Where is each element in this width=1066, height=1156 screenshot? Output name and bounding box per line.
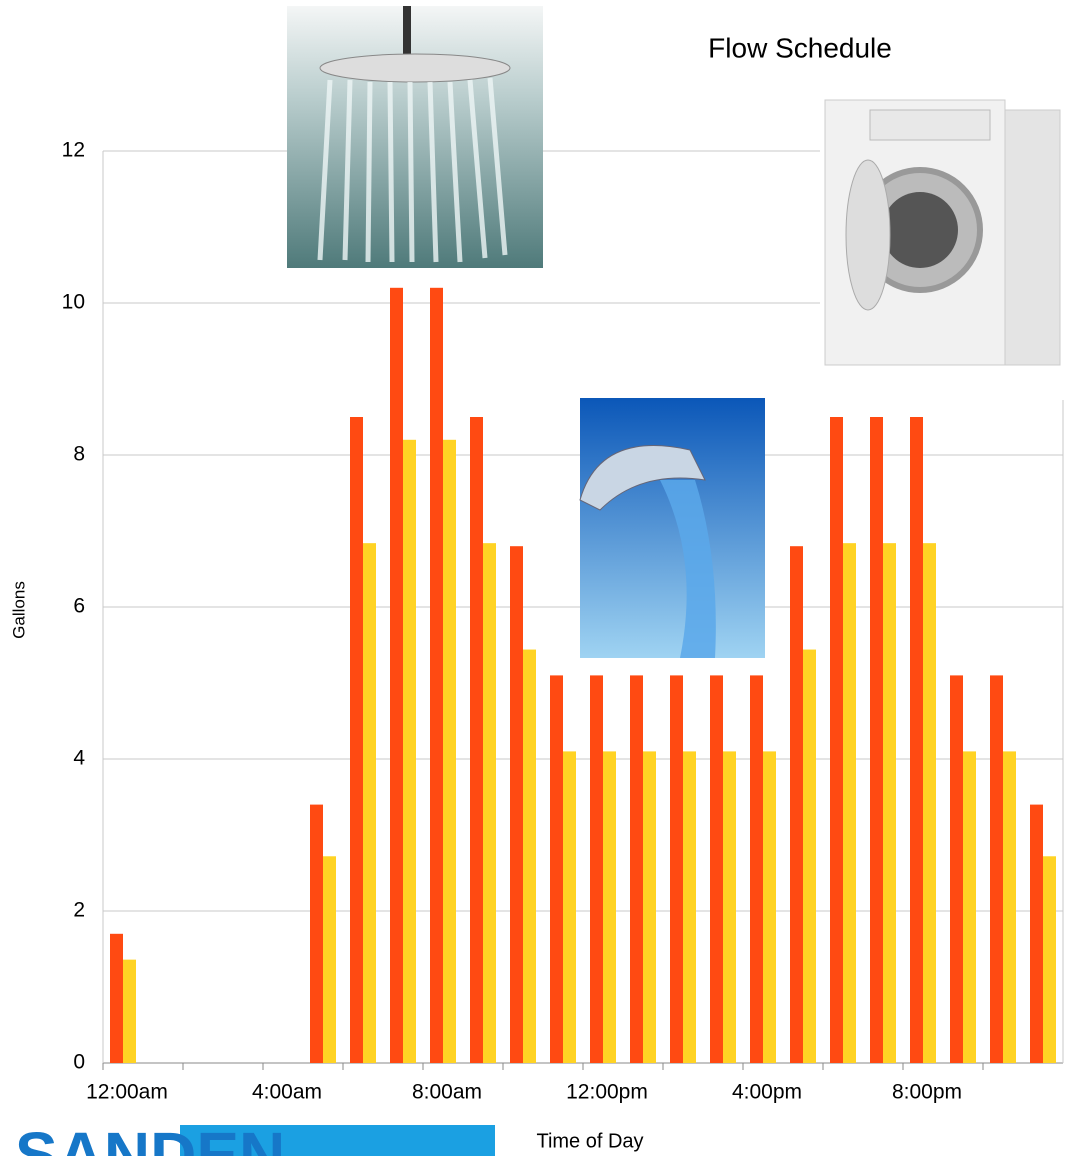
bar xyxy=(990,675,1003,1063)
y-tick-label: 12 xyxy=(62,139,85,162)
chart-title: Flow Schedule xyxy=(708,32,892,63)
washer-photo xyxy=(820,95,1063,370)
bar xyxy=(750,675,763,1063)
shower-photo xyxy=(287,6,543,268)
bar xyxy=(523,650,536,1063)
y-axis-title: Gallons xyxy=(9,581,28,639)
bar xyxy=(1043,856,1056,1063)
bar xyxy=(910,417,923,1063)
bar xyxy=(123,960,136,1063)
bar xyxy=(683,751,696,1063)
y-tick-label: 8 xyxy=(73,443,85,466)
bar xyxy=(470,417,483,1063)
bar xyxy=(590,675,603,1063)
bar xyxy=(803,650,816,1063)
bar xyxy=(710,675,723,1063)
bar xyxy=(443,440,456,1063)
bar xyxy=(843,543,856,1063)
x-tick-label: 12:00am xyxy=(86,1081,168,1104)
chart: 0 2 4 6 8 10 12 12:00am 4:00am 8:00am 12:00pm 4:00p… xyxy=(0,0,1066,1156)
bar xyxy=(1003,751,1016,1063)
logo: SANDEN xyxy=(15,1119,495,1156)
bar xyxy=(830,417,843,1063)
x-tick-label: 8:00am xyxy=(412,1081,482,1104)
logo-text: SANDEN xyxy=(15,1119,285,1156)
bar xyxy=(883,543,896,1063)
bar xyxy=(110,934,123,1063)
bar xyxy=(950,675,963,1063)
x-axis-title: Time of Day xyxy=(536,1130,643,1152)
bar xyxy=(390,288,403,1063)
bar xyxy=(723,751,736,1063)
x-tick-label: 4:00pm xyxy=(732,1081,802,1104)
faucet-photo xyxy=(580,398,765,658)
bar xyxy=(550,675,563,1063)
y-tick-label: 10 xyxy=(62,291,85,314)
bar xyxy=(310,805,323,1063)
bar xyxy=(363,543,376,1063)
bar xyxy=(350,417,363,1063)
y-tick-label: 4 xyxy=(73,747,85,770)
bar xyxy=(630,675,643,1063)
bar xyxy=(563,751,576,1063)
bar xyxy=(430,288,443,1063)
bar xyxy=(483,543,496,1063)
bar xyxy=(1030,805,1043,1063)
bar xyxy=(403,440,416,1063)
bar xyxy=(643,751,656,1063)
bar xyxy=(670,675,683,1063)
bar xyxy=(510,546,523,1063)
bar xyxy=(923,543,936,1063)
bar xyxy=(790,546,803,1063)
bar xyxy=(963,751,976,1063)
y-tick-label: 2 xyxy=(73,899,85,922)
y-tick-label: 0 xyxy=(73,1051,85,1074)
y-tick-label: 6 xyxy=(73,595,85,618)
x-tick-label: 12:00pm xyxy=(566,1081,648,1104)
bar xyxy=(603,751,616,1063)
bar xyxy=(323,856,336,1063)
x-tick-label: 4:00am xyxy=(252,1081,322,1104)
bar xyxy=(763,751,776,1063)
x-tick-label: 8:00pm xyxy=(892,1081,962,1104)
bar xyxy=(870,417,883,1063)
